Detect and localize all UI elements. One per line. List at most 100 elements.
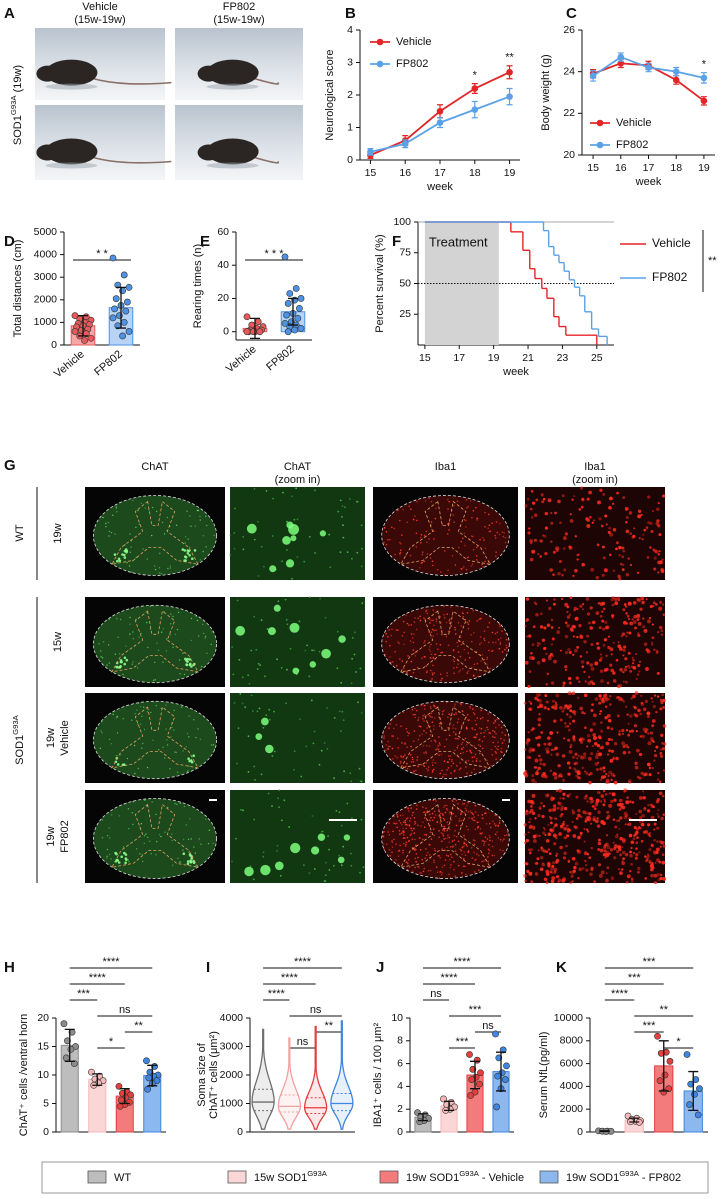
- micrograph-signal: [450, 846, 452, 848]
- micrograph-signal: [197, 509, 200, 512]
- micrograph-signal: [552, 826, 555, 829]
- micrograph-signal: [573, 762, 577, 766]
- data-point: [672, 68, 680, 75]
- micrograph-signal: [555, 858, 560, 863]
- micrograph-signal: [167, 567, 169, 570]
- micrograph-signal: [486, 656, 489, 659]
- micrograph-signal: [485, 840, 487, 843]
- micrograph-signal: [639, 712, 643, 716]
- micrograph-signal: [193, 846, 195, 848]
- micrograph-signal: [544, 511, 549, 516]
- micrograph-signal: [120, 855, 123, 859]
- micrograph-signal: [418, 837, 421, 839]
- legend-label: Vehicle: [396, 36, 431, 48]
- micrograph-signal: [627, 557, 630, 560]
- micrograph-signal: [625, 800, 630, 805]
- y-tick-label: 4000: [220, 1012, 244, 1024]
- micrograph-signal: [589, 626, 593, 630]
- micrograph-signal: [630, 729, 635, 733]
- micrograph-signal: [147, 836, 149, 839]
- micrograph-signal: [659, 751, 663, 755]
- micrograph-signal: [643, 528, 647, 532]
- micrograph-signal: [453, 667, 455, 669]
- micrograph-signal: [123, 851, 126, 855]
- micrograph-signal: [534, 602, 538, 606]
- micrograph-signal: [480, 727, 483, 730]
- micrograph-signal: [405, 843, 407, 846]
- micrograph-signal: [135, 556, 137, 559]
- micrograph-signal: [622, 563, 625, 567]
- micrograph-signal: [425, 751, 427, 753]
- data-point: [70, 1060, 78, 1067]
- micrograph-signal: [549, 568, 554, 572]
- micrograph-signal: [617, 847, 622, 852]
- micrograph-signal: [640, 596, 645, 601]
- micrograph-signal: [100, 730, 102, 732]
- micrograph-signal: [556, 630, 561, 635]
- micrograph-signal: [613, 856, 617, 860]
- micrograph-signal: [588, 796, 593, 801]
- micrograph-signal: [163, 533, 166, 535]
- micrograph-signal: [486, 726, 488, 729]
- micrograph-signal: [383, 527, 386, 529]
- micrograph-signal: [569, 881, 573, 885]
- data-point: [468, 1076, 476, 1083]
- micrograph-signal: [406, 746, 409, 748]
- micrograph-signal: [186, 552, 190, 555]
- micrograph-signal: [662, 613, 665, 616]
- micrograph-signal: [432, 673, 434, 676]
- micrograph-signal: [382, 843, 385, 845]
- data-point: [686, 1101, 693, 1109]
- micrograph-signal: [402, 827, 404, 830]
- micrograph-signal: [435, 800, 437, 802]
- micrograph-signal: [278, 806, 280, 809]
- data-point: [691, 1090, 698, 1098]
- data-point: [62, 1054, 70, 1062]
- micrograph-signal: [466, 621, 469, 624]
- micrograph-signal: [530, 880, 534, 884]
- micrograph-signal: [597, 602, 601, 605]
- micrograph-signal: [557, 878, 562, 883]
- micrograph-signal: [115, 665, 118, 669]
- data-point: [281, 253, 289, 261]
- micrograph-signal: [649, 546, 652, 549]
- micrograph-signal: [131, 571, 133, 573]
- micrograph-signal: [106, 857, 108, 859]
- micrograph-signal: [400, 755, 402, 757]
- micrograph-signal: [635, 677, 638, 681]
- x-tick-label: 16: [399, 167, 411, 179]
- label-superscript: G93A: [459, 1169, 480, 1178]
- micrograph-signal: [484, 729, 487, 732]
- micrograph-signal: [618, 730, 621, 733]
- micrograph-signal: [574, 648, 578, 653]
- micrograph-signal: [599, 767, 603, 771]
- micrograph-signal: [619, 871, 623, 875]
- micrograph-signal: [132, 661, 134, 663]
- micrograph-signal: [403, 667, 405, 670]
- micrograph-signal: [616, 684, 621, 689]
- micrograph-signal: [602, 789, 606, 793]
- micrograph-signal: [428, 538, 430, 540]
- micrograph-signal: [559, 649, 562, 652]
- legend-swatch: [539, 1170, 559, 1184]
- micrograph-signal: [362, 866, 365, 868]
- micrograph-signal: [455, 737, 458, 740]
- micrograph-signal: [441, 769, 443, 772]
- significance-label: **: [659, 1004, 668, 1016]
- micrograph-signal: [433, 828, 435, 830]
- micrograph-signal: [462, 746, 465, 749]
- micrograph-signal: [441, 677, 443, 680]
- micrograph-signal: [616, 833, 619, 836]
- micrograph-signal: [397, 850, 400, 852]
- micrograph-signal: [351, 657, 353, 660]
- micrograph-signal: [463, 844, 465, 847]
- micrograph-signal: [412, 811, 414, 814]
- micrograph-signal: [536, 769, 539, 772]
- data-point: [503, 1062, 510, 1070]
- micrograph-signal: [566, 725, 570, 728]
- micrograph-signal: [441, 840, 444, 842]
- micrograph-signal: [135, 848, 138, 850]
- y-tick-label: 0: [577, 1126, 583, 1138]
- micrograph-signal: [117, 861, 121, 864]
- micrograph-signal: [596, 646, 601, 650]
